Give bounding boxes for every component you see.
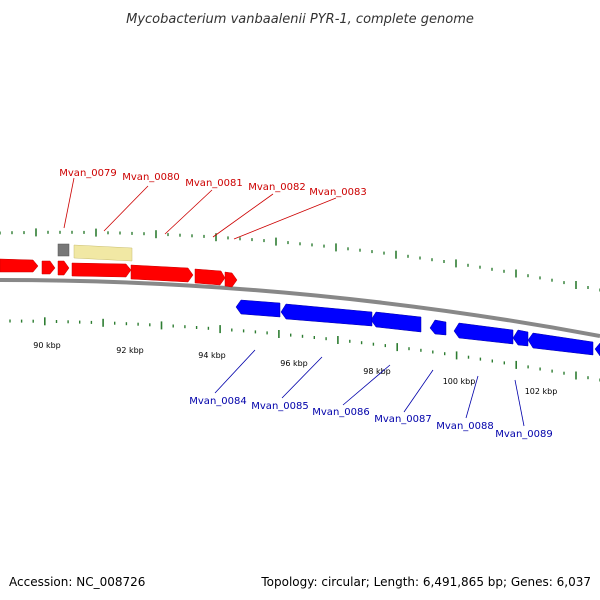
pseudo-gene[interactable] <box>73 244 133 262</box>
gene-label-mvan-0080[interactable]: Mvan_0080 <box>122 172 179 183</box>
genome-summary-text: Topology: circular; Length: 6,491,865 bp… <box>260 575 591 589</box>
forward-strand-genes <box>0 243 238 288</box>
outer-tick-row <box>0 228 600 292</box>
label-leader-line <box>403 369 434 413</box>
gene-arrow-forward[interactable] <box>224 271 238 288</box>
gene-arrow-forward[interactable] <box>130 264 194 283</box>
reverse-gene-labels: Mvan_0084 Mvan_0085 Mvan_0086 Mvan_0087 … <box>189 349 553 440</box>
genome-backbone <box>0 278 600 338</box>
label-leader-line <box>465 375 479 419</box>
gene-label-mvan-0086[interactable]: Mvan_0086 <box>312 407 369 418</box>
label-leader-line <box>214 349 256 394</box>
scale-label-96: 96 kbp <box>280 359 308 368</box>
gene-arrow-reverse[interactable] <box>280 303 373 327</box>
gene-arrow-forward[interactable] <box>57 260 70 276</box>
label-leader-line <box>63 177 75 229</box>
gene-arrow-reverse[interactable] <box>527 332 594 356</box>
gene-arrow-reverse[interactable] <box>594 342 600 357</box>
gene-arrow-forward[interactable] <box>0 258 39 273</box>
gene-label-mvan-0088[interactable]: Mvan_0088 <box>436 421 493 432</box>
gene-arrow-forward[interactable] <box>71 262 132 278</box>
gene-arrow-reverse[interactable] <box>429 319 447 336</box>
map-title: Mycobacterium vanbaalenii PYR-1, complet… <box>126 12 474 27</box>
reverse-strand-genes <box>235 299 600 357</box>
gene-arrow-reverse[interactable] <box>370 311 422 333</box>
label-leader-line <box>164 189 213 235</box>
scale-label-98: 98 kbp <box>363 367 391 376</box>
gene-label-mvan-0084[interactable]: Mvan_0084 <box>189 396 246 407</box>
label-leader-line <box>233 197 337 240</box>
gene-arrow-forward[interactable] <box>194 268 226 286</box>
scale-label-102: 102 kbp <box>525 387 558 396</box>
gene-label-mvan-0079[interactable]: Mvan_0079 <box>59 168 116 179</box>
gene-label-mvan-0083[interactable]: Mvan_0083 <box>309 187 366 198</box>
label-leader-line <box>514 379 525 427</box>
gene-label-mvan-0087[interactable]: Mvan_0087 <box>374 414 431 425</box>
gene-label-mvan-0081[interactable]: Mvan_0081 <box>185 178 242 189</box>
rna-gene[interactable] <box>57 243 70 257</box>
gene-arrow-reverse[interactable] <box>512 329 529 347</box>
label-leader-line <box>212 193 274 238</box>
label-leader-line <box>281 356 323 399</box>
inner-tick-row <box>9 317 600 382</box>
gene-label-mvan-0085[interactable]: Mvan_0085 <box>251 401 308 412</box>
forward-gene-labels: Mvan_0079 Mvan_0080 Mvan_0081 Mvan_0082 … <box>59 168 367 240</box>
gene-arrow-reverse[interactable] <box>453 322 514 345</box>
gene-arrow-forward[interactable] <box>41 260 56 275</box>
accession-text: Accession: NC_008726 <box>9 575 145 589</box>
scale-label-100: 100 kbp <box>443 377 476 386</box>
gene-arrow-reverse[interactable] <box>235 299 281 318</box>
gene-label-mvan-0082[interactable]: Mvan_0082 <box>248 182 305 193</box>
gene-label-mvan-0089[interactable]: Mvan_0089 <box>495 429 552 440</box>
label-leader-line <box>342 364 391 406</box>
scale-labels: 90 kbp 92 kbp 94 kbp 96 kbp 98 kbp 100 k… <box>33 341 557 396</box>
label-leader-line <box>103 185 149 232</box>
scale-label-94: 94 kbp <box>198 351 226 360</box>
scale-label-90: 90 kbp <box>33 341 61 350</box>
scale-label-92: 92 kbp <box>116 346 144 355</box>
